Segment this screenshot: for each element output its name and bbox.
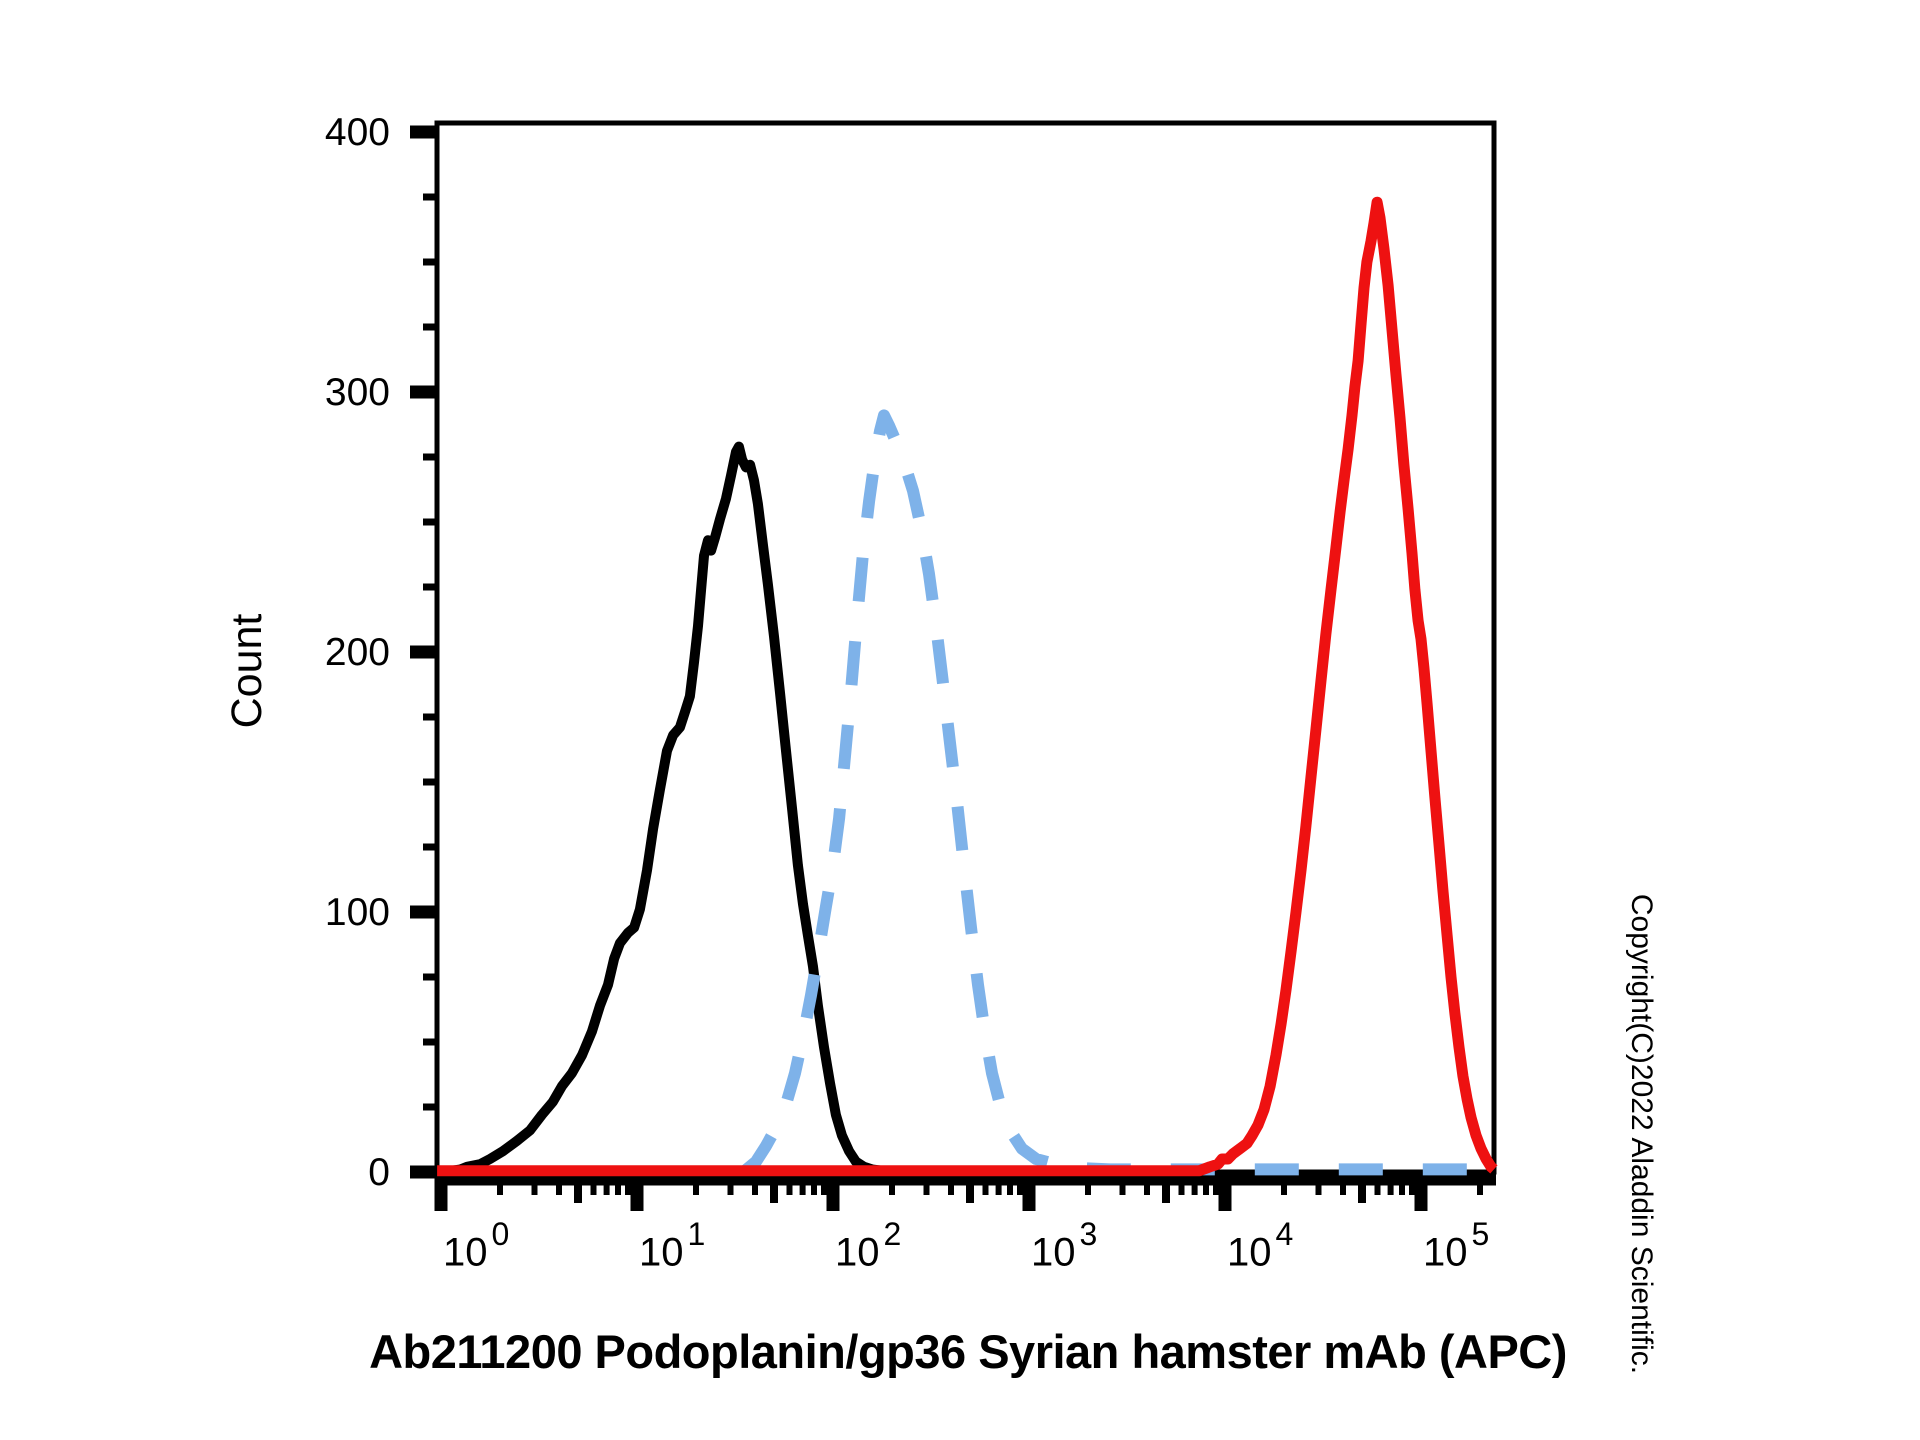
y-minor-tick: [423, 193, 437, 201]
black-solid-curve: [451, 441, 883, 1176]
x-tick-label: 10 2: [835, 1216, 902, 1275]
y-minor-tick: [423, 453, 437, 461]
y-minor-tick: [423, 518, 437, 526]
x-minor-tick: [923, 1177, 930, 1195]
x-minor-tick: [497, 1177, 503, 1195]
y-minor-tick: [423, 1103, 437, 1111]
x-minor-tick: [786, 1177, 793, 1195]
x-minor5-tick: [1358, 1177, 1366, 1203]
y-major-tick: [410, 645, 437, 659]
x-minor5-tick: [574, 1177, 582, 1203]
x-minor-tick: [1007, 1177, 1013, 1195]
x-minor-tick: [982, 1177, 989, 1195]
y-minor-tick: [423, 713, 437, 721]
blue-dashed-curve: [741, 409, 1494, 1176]
x-minor-tick: [995, 1177, 1002, 1195]
y-major-tick: [410, 385, 437, 399]
y-minor-tick: [423, 323, 437, 331]
y-tick-label: 200: [324, 631, 390, 674]
red-solid-curve: [437, 196, 1498, 1177]
y-axis-title: Count: [223, 613, 271, 729]
x-tick-label: 10 1: [639, 1216, 706, 1275]
x-minor-tick: [1144, 1177, 1150, 1195]
y-tick-label: 300: [324, 371, 390, 414]
y-major-tick: [410, 905, 437, 919]
y-minor-tick: [423, 778, 437, 786]
x-major-tick: [826, 1177, 840, 1211]
x-minor-tick: [1085, 1177, 1091, 1195]
y-tick-label: 100: [324, 891, 390, 934]
x-minor5-tick: [1162, 1177, 1170, 1203]
x-minor-tick: [1387, 1177, 1394, 1195]
y-minor-tick: [423, 1038, 437, 1046]
x-minor-tick: [615, 1177, 621, 1195]
x-major-tick: [1022, 1177, 1036, 1211]
x-minor-tick: [1374, 1177, 1381, 1195]
x-minor-tick: [811, 1177, 817, 1195]
y-minor-tick: [423, 258, 437, 266]
x-minor-tick: [693, 1177, 699, 1195]
y-tick-label: 0: [368, 1151, 390, 1194]
copyright-watermark: Copyright(C)2022 Aladdin Scientific.: [1625, 893, 1658, 1375]
y-minor-tick: [423, 843, 437, 851]
x-minor-tick: [889, 1177, 895, 1195]
x-minor-tick: [1399, 1177, 1405, 1195]
x-minor-tick: [752, 1177, 758, 1195]
x-minor-tick: [590, 1177, 597, 1195]
x-minor-tick: [556, 1177, 562, 1195]
x-major-tick: [434, 1177, 448, 1211]
y-minor-tick: [423, 583, 437, 591]
x-minor-tick: [531, 1177, 538, 1195]
x-major-tick: [1414, 1177, 1428, 1211]
x-tick-label: 10 3: [1031, 1216, 1098, 1275]
x-minor-tick: [799, 1177, 806, 1195]
x-minor-tick: [1203, 1177, 1209, 1195]
x-minor-tick: [625, 1177, 631, 1195]
x-tick-label: 10 0: [443, 1216, 510, 1275]
y-major-tick: [410, 1165, 437, 1179]
x-minor5-tick: [770, 1177, 778, 1203]
x-minor-tick: [1315, 1177, 1322, 1195]
x-minor-tick: [1191, 1177, 1198, 1195]
x-minor-tick: [948, 1177, 954, 1195]
y-major-tick: [410, 125, 437, 139]
y-tick-label: 400: [324, 111, 390, 154]
x-minor-tick: [1213, 1177, 1219, 1195]
x-minor-tick: [821, 1177, 827, 1195]
x-minor-tick: [1017, 1177, 1023, 1195]
y-minor-tick: [423, 973, 437, 981]
x-major-tick: [1218, 1177, 1232, 1211]
x-minor-tick: [1340, 1177, 1346, 1195]
x-tick-label: 10 5: [1423, 1216, 1490, 1275]
x-tick-label: 10 4: [1227, 1216, 1294, 1275]
x-minor-tick: [1409, 1177, 1415, 1195]
x-minor-tick: [1281, 1177, 1287, 1195]
x-minor5-tick: [966, 1177, 974, 1203]
x-axis-title: Ab211200 Podoplanin/gp36 Syrian hamster …: [369, 1325, 1567, 1378]
x-minor-tick: [727, 1177, 734, 1195]
x-minor-tick: [1119, 1177, 1126, 1195]
x-minor-tick: [603, 1177, 610, 1195]
x-major-tick: [630, 1177, 644, 1211]
x-minor-tick: [1477, 1177, 1483, 1195]
x-minor-tick: [1178, 1177, 1185, 1195]
